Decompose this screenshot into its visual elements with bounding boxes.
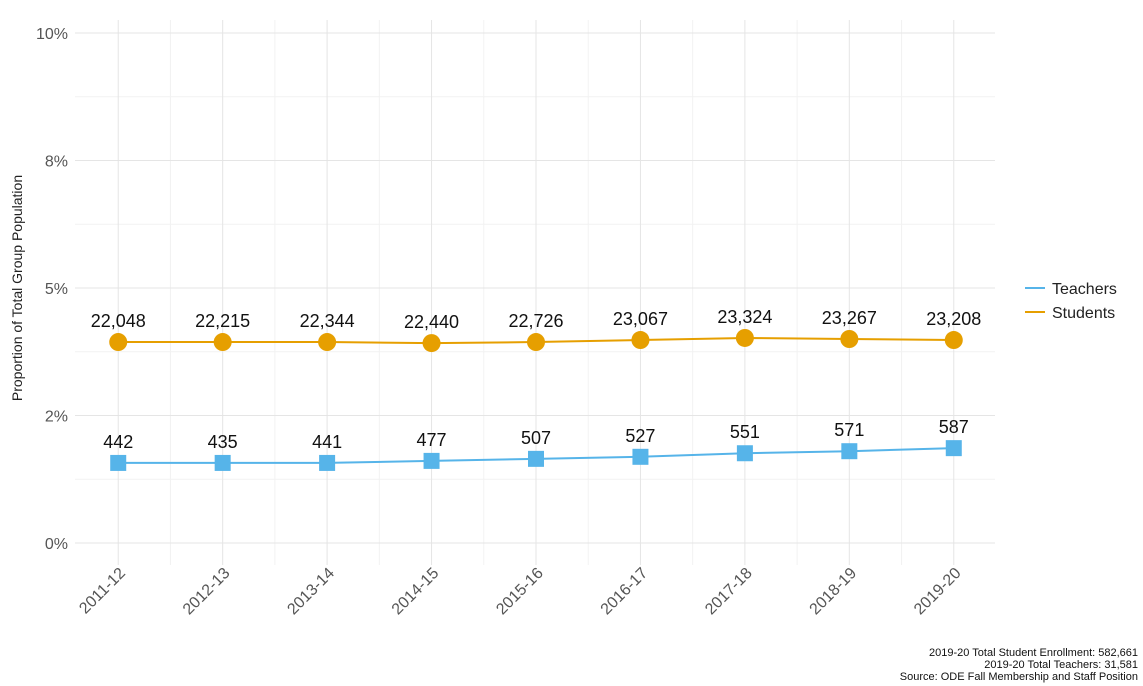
y-tick-label: 0%	[45, 536, 68, 553]
point-label: 507	[521, 428, 551, 448]
point-label: 23,267	[822, 308, 877, 328]
x-tick-label: 2019-20	[911, 565, 965, 619]
x-tick-label: 2012-13	[180, 565, 234, 619]
point-label: 441	[312, 432, 342, 452]
point	[423, 452, 440, 469]
point-label: 22,344	[300, 311, 355, 331]
x-tick-label: 2018-19	[807, 565, 861, 619]
point	[214, 454, 231, 471]
point-label: 587	[939, 417, 969, 437]
x-tick-label: 2013-14	[284, 565, 338, 619]
y-tick-label: 2%	[45, 409, 68, 426]
point	[528, 450, 544, 467]
footnote: Source: ODE Fall Membership and Staff Po…	[900, 671, 1138, 683]
point	[632, 448, 649, 465]
x-tick-label: 2016-17	[598, 565, 652, 619]
footnote: 2019-20 Total Student Enrollment: 582,66…	[929, 647, 1138, 659]
point	[945, 440, 962, 457]
point	[841, 443, 858, 460]
point	[735, 328, 754, 347]
point	[110, 454, 127, 471]
point	[944, 331, 963, 350]
x-tick-label: 2017-18	[702, 565, 756, 619]
point	[319, 454, 336, 471]
legend-label: Teachers	[1052, 281, 1117, 298]
point-label: 22,215	[195, 311, 250, 331]
point-label: 551	[730, 422, 760, 442]
point	[631, 331, 650, 350]
y-tick-label: 8%	[45, 154, 68, 171]
point-label: 22,726	[508, 311, 563, 331]
point-label: 477	[417, 430, 447, 450]
y-tick-label: 10%	[36, 26, 68, 43]
x-tick-label: 2011-12	[76, 565, 129, 618]
point	[213, 333, 232, 352]
y-tick-label: 5%	[45, 281, 68, 298]
point	[318, 333, 337, 352]
point	[422, 334, 441, 353]
footnote: 2019-20 Total Teachers: 31,581	[984, 659, 1138, 671]
point-label: 571	[834, 420, 864, 440]
point-label: 23,067	[613, 309, 668, 329]
point-label: 527	[625, 426, 655, 446]
legend-label: Students	[1052, 305, 1115, 322]
x-tick-label: 2015-16	[493, 565, 547, 619]
point	[109, 333, 128, 352]
point-label: 435	[208, 432, 238, 452]
point	[736, 445, 753, 462]
point-label: 442	[103, 432, 133, 452]
point	[840, 330, 859, 348]
x-tick-label: 2014-15	[389, 565, 443, 619]
point-label: 23,208	[926, 309, 981, 329]
y-axis-label: Proportion of Total Group Population	[9, 175, 25, 401]
point-label: 23,324	[717, 307, 772, 327]
point-label: 22,048	[91, 311, 146, 331]
point	[527, 333, 545, 352]
point-label: 22,440	[404, 312, 459, 332]
